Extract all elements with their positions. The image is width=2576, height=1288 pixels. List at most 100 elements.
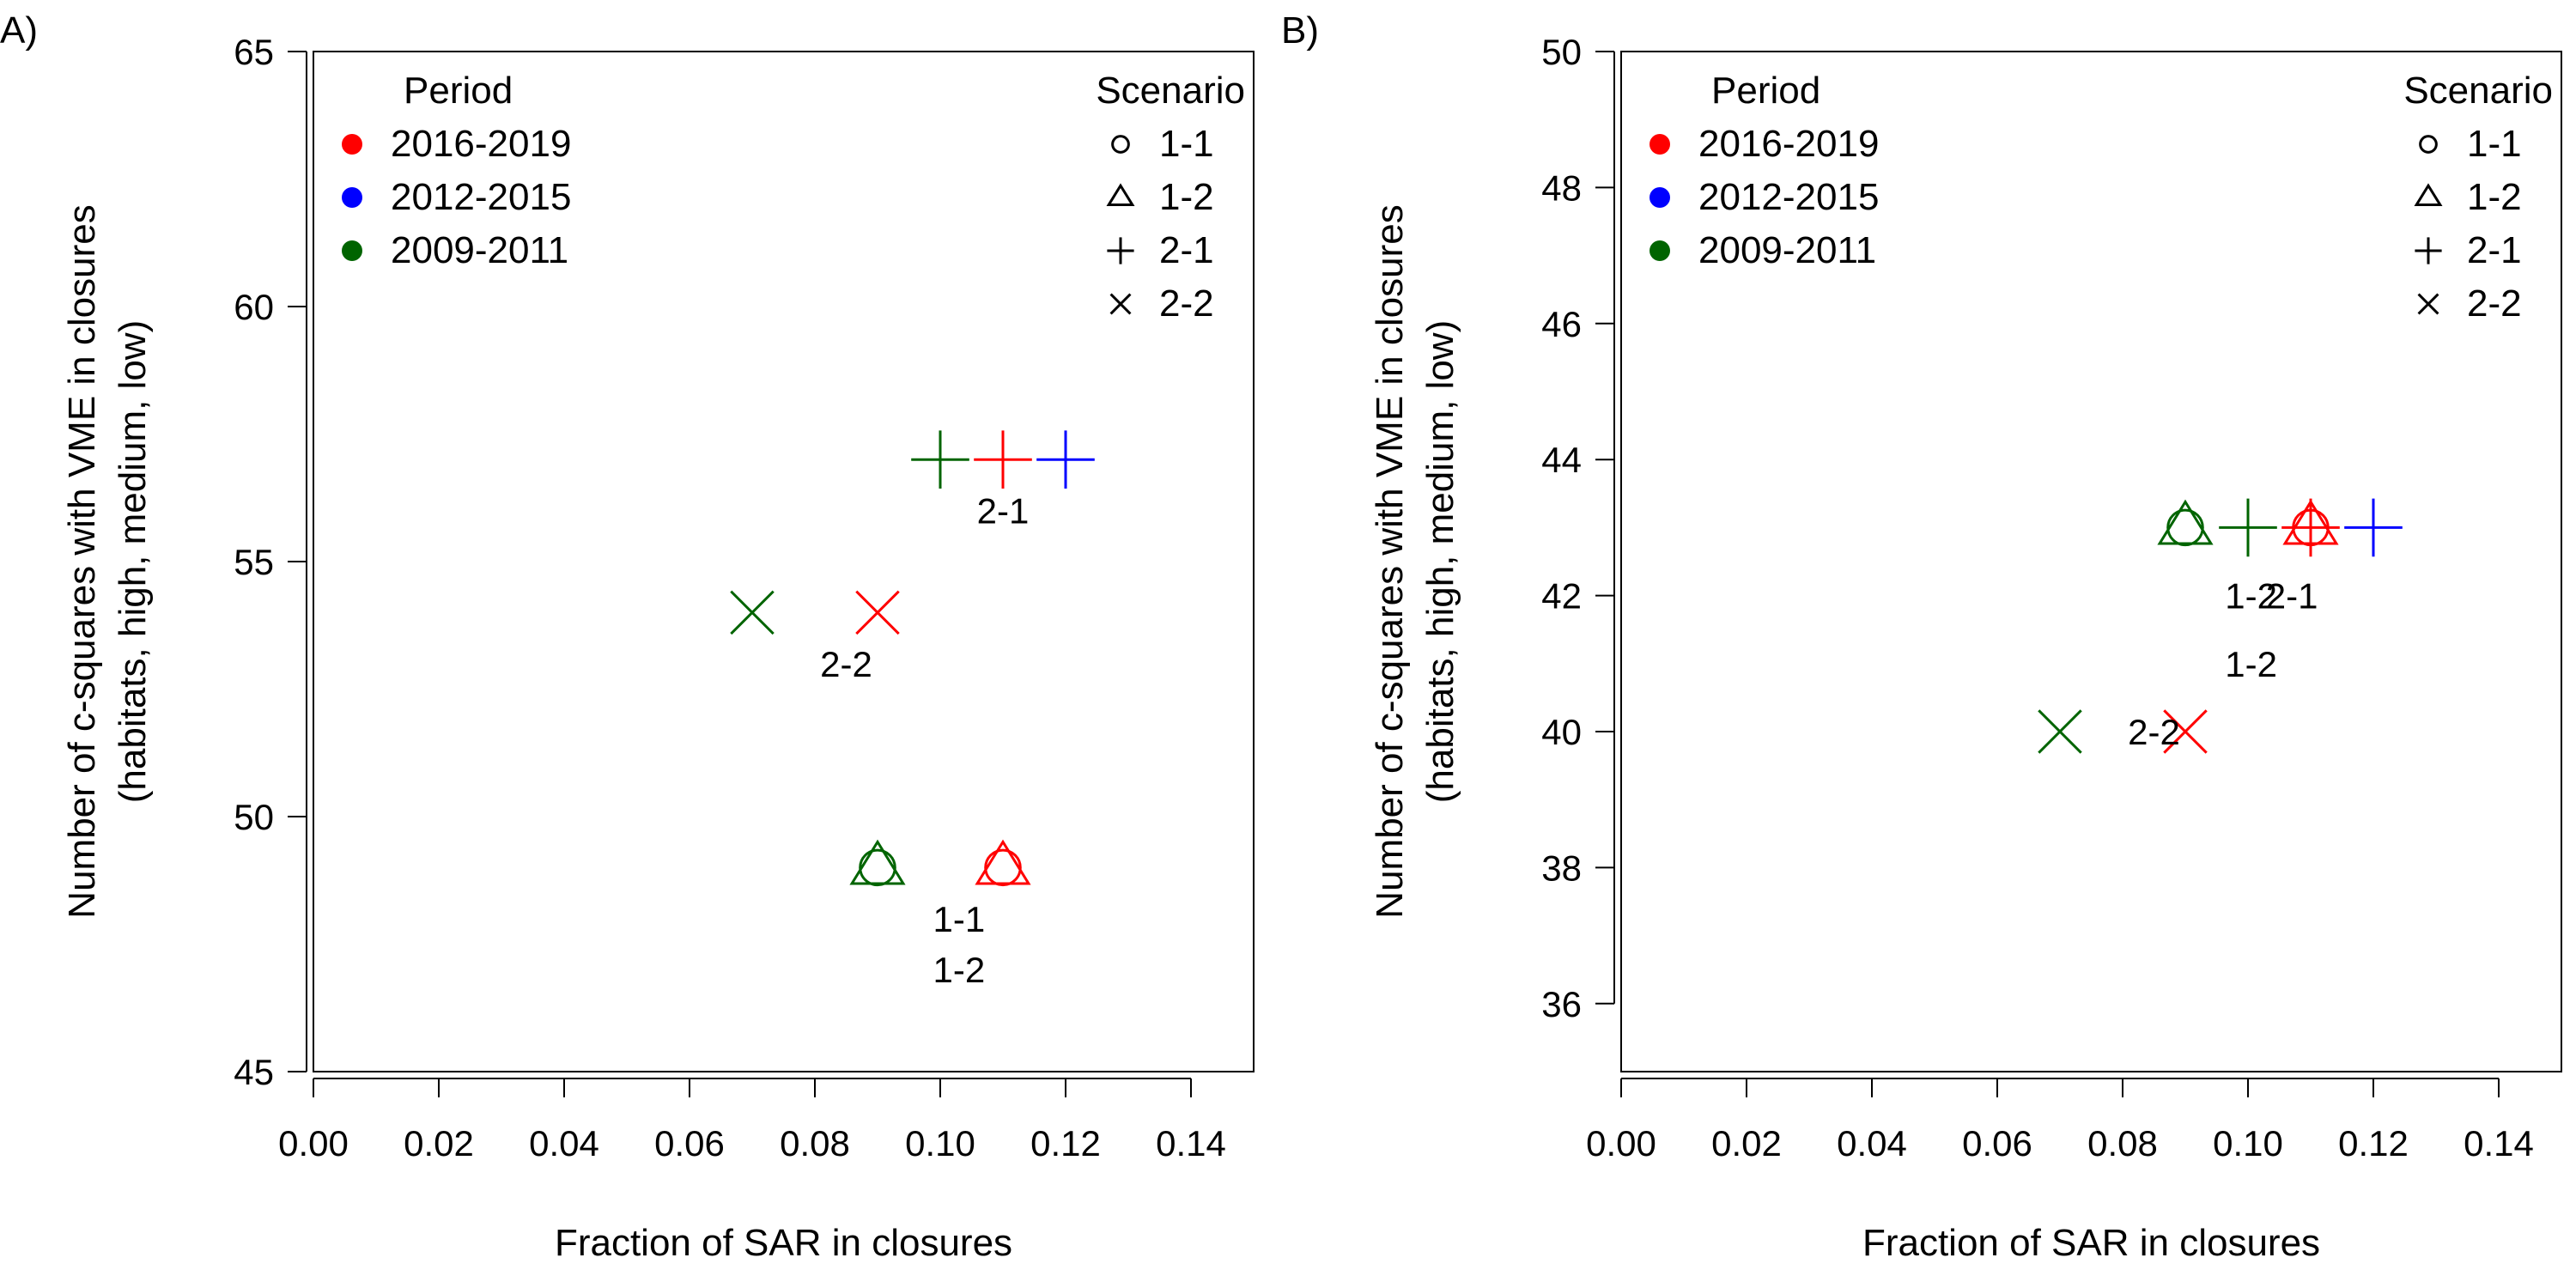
x-tick-label: 0.12 [2338, 1123, 2409, 1163]
y-tick-label: 36 [1541, 984, 1582, 1024]
y-tick-label: 44 [1541, 440, 1582, 480]
y-tick-label: 46 [1541, 304, 1582, 344]
period-legend-dot [342, 240, 362, 261]
data-point-b [855, 590, 900, 635]
point-annotation: 2-1 [2266, 576, 2318, 617]
scenario-legend-label: 2-2 [2467, 283, 2522, 325]
point-annotation: 2-2 [2128, 712, 2180, 752]
period-legend-dot [342, 187, 362, 208]
y-tick-label: 45 [234, 1052, 274, 1092]
scenario-legend-label: 1-2 [2467, 176, 2522, 218]
data-point [975, 839, 1031, 885]
scenario-legend-symbol [2414, 183, 2443, 207]
y-tick-label: 50 [234, 797, 274, 837]
y-tick-label: 40 [1541, 712, 1582, 752]
point-annotation: 1-2 [933, 950, 986, 990]
x-tick-label: 0.12 [1030, 1123, 1101, 1163]
y-tick-label: 38 [1541, 848, 1582, 888]
period-legend-label: 2012-2015 [1698, 176, 1879, 218]
period-legend-dot [1649, 240, 1670, 261]
x-axis-title: Fraction of SAR in closures [1862, 1222, 2320, 1264]
x-tick-label: 0.14 [2464, 1123, 2534, 1163]
y-axis-title: Number of c-squares with VME in closures [61, 204, 103, 918]
period-legend-label: 2009-2011 [1698, 229, 1876, 271]
plot-frame [313, 51, 1255, 1072]
data-point-b [730, 590, 775, 635]
scenario-legend-symbol [1107, 237, 1134, 264]
y-tick-label: 55 [234, 542, 274, 582]
period-legend-label: 2016-2019 [391, 123, 571, 165]
scenario-legend-symbol [2417, 293, 2439, 315]
y-tick-label: 42 [1541, 576, 1582, 617]
scenario-legend-label: 2-1 [2467, 229, 2522, 271]
y-tick-label: 60 [234, 287, 274, 327]
data-point [2163, 709, 2208, 754]
scenario-legend-symbol [2415, 237, 2442, 264]
y-tick-label: 65 [234, 32, 274, 72]
scenario-legend-symbol [1111, 135, 1130, 154]
x-tick-label: 0.02 [404, 1123, 474, 1163]
data-point [2157, 499, 2214, 545]
period-legend-label: 2016-2019 [1698, 123, 1879, 165]
y-tick-label: 50 [1541, 32, 1582, 72]
plot-frame [1620, 51, 2562, 1072]
x-tick-label: 0.10 [905, 1123, 975, 1163]
scenario-legend-title: Scenario [2403, 70, 2553, 112]
scenario-legend-label: 1-1 [1159, 123, 1214, 165]
x-tick-label: 0.10 [2213, 1123, 2283, 1163]
data-point [730, 590, 775, 635]
x-axis-title: Fraction of SAR in closures [555, 1222, 1012, 1264]
data-point [1036, 430, 1095, 489]
scenario-legend-label: 1-1 [2467, 123, 2522, 165]
x-tick-label: 0.04 [529, 1123, 599, 1163]
point-annotation: 1-2 [2225, 644, 2277, 684]
period-legend-title: Period [1711, 70, 1820, 112]
data-point [2219, 498, 2277, 557]
data-point [911, 430, 969, 489]
y-axis-subtitle: (habitats, high, medium, low) [112, 320, 154, 803]
y-tick-label: 48 [1541, 167, 1582, 208]
data-point [2038, 709, 2082, 754]
data-point [984, 848, 1022, 887]
y-axis-subtitle: (habitats, high, medium, low) [1419, 320, 1461, 803]
scenario-legend-symbol [1106, 183, 1135, 207]
scenario-legend-label: 2-2 [1159, 283, 1214, 325]
panel-a: A) 0.00 0.02 0.04 0.06 0.08 0.10 0.12 0.14 Fracti… [0, 9, 1255, 1264]
point-annotation: 1-2 [2225, 576, 2277, 617]
x-tick-label: 0.00 [278, 1123, 349, 1163]
x-tick-label: 0.14 [1156, 1123, 1226, 1163]
x-tick-label: 0.08 [780, 1123, 850, 1163]
data-point [2344, 498, 2403, 557]
x-tick-label: 0.08 [2087, 1123, 2158, 1163]
data-point [2281, 498, 2340, 557]
period-legend-dot [1649, 187, 1670, 208]
data-point [855, 590, 900, 635]
data-point [859, 848, 896, 887]
x-tick-label: 0.04 [1837, 1123, 1907, 1163]
data-point-b [2163, 709, 2208, 754]
x-tick-label: 0.02 [1711, 1123, 1782, 1163]
panel-label: B) [1281, 9, 1319, 52]
scenario-legend-title: Scenario [1096, 70, 1245, 112]
data-point [974, 430, 1032, 489]
data-point-b [2038, 709, 2082, 754]
scenario-legend-symbol [1109, 293, 1132, 315]
period-legend-label: 2012-2015 [391, 176, 571, 218]
x-tick-label: 0.06 [654, 1123, 725, 1163]
x-tick-label: 0.06 [1962, 1123, 2032, 1163]
data-point [849, 839, 906, 885]
x-tick-label: 0.00 [1586, 1123, 1656, 1163]
point-annotation: 2-2 [820, 644, 872, 684]
period-legend-label: 2009-2011 [391, 229, 568, 271]
period-legend-dot [342, 134, 362, 155]
panel-b: B) 0.00 0.02 0.04 0.06 0.08 0.10 0.12 0.14 Fracti… [1281, 9, 2562, 1264]
panel-label: A) [0, 9, 38, 52]
period-legend-dot [1649, 134, 1670, 155]
period-legend-title: Period [404, 70, 513, 112]
scenario-legend-symbol-b [1109, 293, 1132, 315]
y-axis-title: Number of c-squares with VME in closures [1369, 204, 1411, 918]
scenario-legend-label: 1-2 [1159, 176, 1214, 218]
scenario-legend-label: 2-1 [1159, 229, 1214, 271]
scenario-legend-symbol [2419, 135, 2438, 154]
